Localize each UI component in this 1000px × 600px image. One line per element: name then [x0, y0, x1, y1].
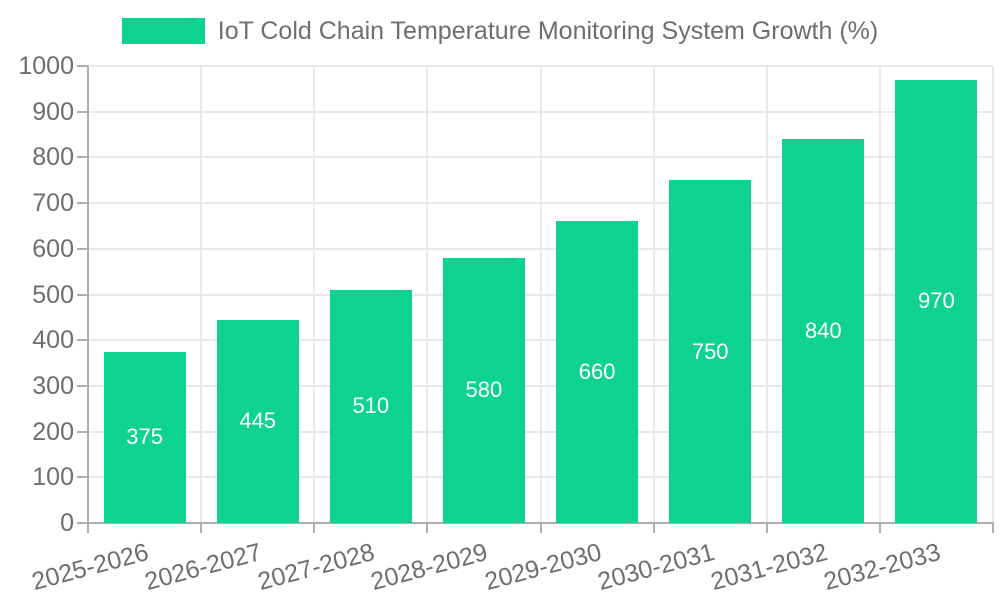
x-axis-tick — [878, 523, 881, 533]
x-axis-tick-label: 2028-2029 — [368, 538, 491, 597]
x-axis-tick-label: 2032-2033 — [820, 538, 944, 597]
y-axis-tick — [77, 202, 88, 205]
x-axis-tick — [652, 523, 655, 533]
bar[interactable]: 970 — [895, 79, 978, 523]
legend-label: IoT Cold Chain Temperature Monitoring Sy… — [217, 17, 879, 45]
y-axis-tick — [77, 430, 88, 433]
x-axis-tick-label: 2029-2030 — [481, 538, 605, 597]
x-axis-tick — [87, 523, 89, 533]
x-axis-tick — [992, 523, 994, 533]
y-axis-tick-label: 300 — [32, 371, 74, 400]
x-gridline — [652, 66, 655, 523]
bar[interactable]: 750 — [669, 180, 752, 524]
y-axis-tick-label: 800 — [32, 143, 74, 172]
bar[interactable]: 510 — [329, 289, 412, 523]
x-axis-tick-label: 2031-2032 — [707, 538, 831, 597]
x-axis-tick — [765, 523, 768, 533]
x-gridline — [313, 66, 316, 523]
x-axis-tick-label: 2025-2026 — [28, 538, 152, 597]
bar[interactable]: 580 — [442, 257, 525, 523]
y-axis-tick-label: 900 — [32, 97, 74, 126]
y-axis-tick — [77, 65, 88, 67]
bar-value-label: 445 — [239, 408, 277, 434]
x-gridline — [992, 66, 994, 523]
y-axis-tick-label: 600 — [32, 234, 74, 263]
bar[interactable]: 375 — [103, 351, 186, 523]
bar-value-label: 660 — [578, 359, 616, 385]
y-axis-tick — [77, 476, 88, 479]
y-axis-line — [87, 66, 89, 525]
x-axis-tick — [313, 523, 316, 533]
x-gridline — [539, 66, 542, 523]
y-axis-tick — [77, 293, 88, 296]
y-axis-tick-label: 1000 — [18, 52, 74, 80]
x-axis-tick — [200, 523, 203, 533]
y-axis-tick-label: 500 — [32, 280, 74, 309]
x-gridline — [765, 66, 768, 523]
bar[interactable]: 840 — [782, 139, 865, 523]
y-axis-tick-label: 400 — [32, 326, 74, 355]
x-axis-tick — [539, 523, 542, 533]
y-axis-tick — [77, 339, 88, 342]
y-axis-tick — [77, 247, 88, 250]
x-axis-tick-label: 2026-2027 — [141, 538, 265, 597]
y-axis-tick-label: 0 — [60, 509, 74, 537]
x-gridline — [200, 66, 203, 523]
bar-value-label: 750 — [691, 338, 729, 364]
bar[interactable]: 445 — [216, 319, 299, 523]
y-axis-tick — [77, 156, 88, 159]
x-gridline — [878, 66, 881, 523]
y-axis-tick-label: 100 — [32, 463, 74, 492]
y-axis-tick — [77, 110, 88, 113]
legend-item[interactable]: IoT Cold Chain Temperature Monitoring Sy… — [121, 17, 879, 45]
x-axis-tick-label: 2030-2031 — [594, 538, 718, 597]
y-axis-tick-label: 200 — [32, 417, 74, 446]
bar-value-label: 375 — [126, 424, 163, 450]
y-axis-tick — [77, 384, 88, 387]
x-gridline — [426, 66, 429, 523]
bar-value-label: 580 — [465, 377, 503, 403]
bar[interactable]: 660 — [556, 221, 639, 523]
y-axis-tick-label: 700 — [32, 189, 74, 218]
y-axis-tick — [77, 522, 88, 524]
bar-value-label: 840 — [804, 318, 842, 344]
bar-value-label: 510 — [352, 393, 390, 419]
legend-swatch — [121, 18, 205, 44]
legend: IoT Cold Chain Temperature Monitoring Sy… — [0, 18, 1000, 44]
x-axis-tick-label: 2027-2028 — [255, 538, 378, 597]
x-axis-tick — [426, 523, 429, 533]
bar-value-label: 970 — [918, 288, 955, 314]
